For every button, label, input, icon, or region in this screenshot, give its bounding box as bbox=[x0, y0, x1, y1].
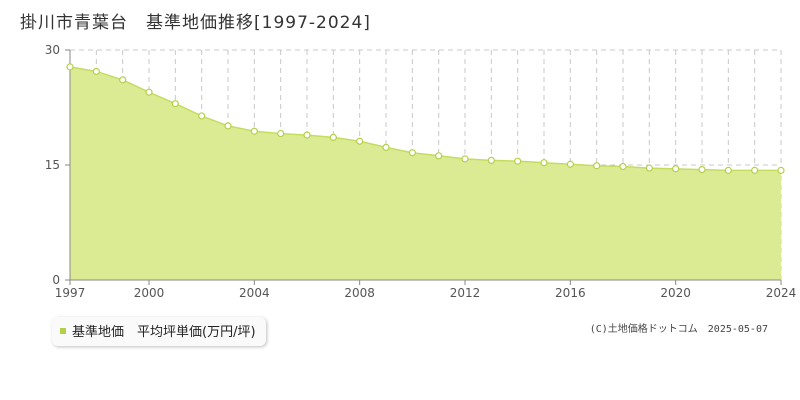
data-point bbox=[408, 149, 416, 157]
data-point bbox=[329, 133, 337, 141]
page-title: 掛川市青葉台 基準地価推移[1997-2024] bbox=[20, 13, 371, 33]
data-point bbox=[171, 100, 179, 108]
data-point bbox=[145, 88, 153, 96]
data-point bbox=[566, 160, 574, 168]
legend-label: 基準地価 平均坪単価(万円/坪) bbox=[72, 325, 256, 340]
data-point bbox=[698, 166, 706, 174]
area-fill bbox=[70, 66, 781, 280]
x-tick-label: 2012 bbox=[450, 286, 481, 300]
data-point bbox=[540, 159, 548, 167]
data-point bbox=[356, 137, 364, 145]
data-point bbox=[593, 162, 601, 170]
y-tick-label: 30 bbox=[45, 43, 60, 57]
legend: 基準地価 平均坪単価(万円/坪) bbox=[52, 317, 266, 346]
x-tick-label: 2008 bbox=[344, 286, 375, 300]
data-point bbox=[92, 67, 100, 76]
series-area bbox=[69, 66, 781, 280]
data-point bbox=[382, 143, 390, 151]
x-tick-label: 1997 bbox=[55, 286, 86, 300]
data-point bbox=[672, 165, 680, 173]
x-tick-label: 2024 bbox=[766, 286, 797, 300]
data-point bbox=[619, 162, 627, 171]
data-point bbox=[303, 131, 311, 139]
axes bbox=[65, 49, 782, 285]
legend-swatch bbox=[60, 327, 66, 334]
data-point bbox=[66, 63, 74, 71]
data-point bbox=[487, 156, 495, 164]
data-point bbox=[461, 155, 469, 163]
data-point bbox=[250, 127, 258, 135]
x-tick-label: 2000 bbox=[134, 286, 165, 300]
y-tick-label: 15 bbox=[45, 158, 60, 172]
data-point bbox=[514, 157, 522, 165]
data-point bbox=[119, 76, 127, 84]
data-point bbox=[777, 166, 785, 174]
data-point bbox=[198, 112, 206, 120]
series-line bbox=[69, 66, 781, 172]
tick-labels: 0 15 30 1997 2000 2004 2008 2012 2016 2020 2024 bbox=[45, 43, 797, 300]
x-tick-label: 2020 bbox=[660, 286, 691, 300]
data-point bbox=[435, 152, 443, 160]
data-point bbox=[751, 166, 759, 174]
x-tick-label: 2016 bbox=[555, 286, 586, 300]
y-tick-label: 0 bbox=[52, 273, 60, 287]
data-point bbox=[645, 164, 653, 172]
data-point bbox=[277, 129, 285, 138]
credit-text: (C)土地価格ドットコム 2025-05-07 bbox=[589, 324, 768, 335]
data-point bbox=[724, 166, 732, 174]
series-markers bbox=[66, 63, 785, 174]
x-tick-label: 2004 bbox=[239, 286, 270, 300]
data-point bbox=[224, 122, 232, 130]
